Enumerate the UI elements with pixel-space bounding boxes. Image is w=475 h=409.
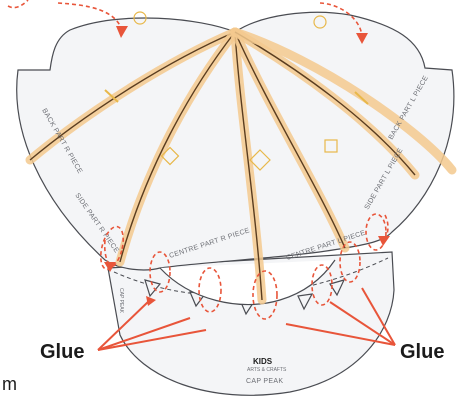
seam-side-right-core	[119, 31, 236, 263]
seam-centre-core	[234, 31, 263, 301]
fold-arrow-left-head	[116, 26, 128, 38]
glue-pointer	[361, 287, 396, 346]
peak-tab	[297, 293, 314, 311]
fold-arrow-right-head	[356, 33, 368, 44]
glue-ring	[198, 267, 222, 313]
glue-ring	[99, 225, 125, 271]
peak-side-text: CAP PEAK	[118, 288, 124, 314]
glue-pointers-right	[285, 287, 396, 346]
glue-ring	[149, 251, 171, 293]
caption-fragment: m	[2, 374, 17, 394]
label-cap-peak: CAP PEAK	[246, 378, 283, 385]
fold-arrow-left	[57, 2, 123, 31]
marker-circle	[133, 11, 147, 25]
marker-tick	[354, 91, 369, 105]
fold-arrow-top-left-corner	[7, 0, 29, 9]
peak-logo-sub: ARTS & CRAFTS	[247, 367, 287, 373]
glue-ring	[311, 264, 333, 306]
cap-crown-piece	[16, 11, 455, 271]
marker-diamond	[160, 146, 180, 166]
placement-arrow-left	[103, 239, 111, 267]
glue-pointer	[97, 317, 191, 351]
peak-logo: KIDS	[253, 357, 273, 366]
glue-pointer	[285, 323, 396, 346]
seam-back-left-core	[234, 31, 416, 176]
seam-back-right-core	[29, 31, 236, 161]
glue-ring	[252, 270, 278, 320]
glue-pointer	[97, 329, 207, 351]
glue-pointer	[97, 299, 151, 351]
glue-pointer	[329, 301, 396, 346]
placement-arrow-right-head	[378, 236, 390, 246]
seam-centre-left-core	[234, 31, 346, 249]
glue-pointers-left	[97, 299, 207, 351]
glue-pointer-head	[146, 296, 156, 306]
fold-arrow-right	[319, 2, 363, 37]
marker-square	[324, 139, 338, 153]
seam-left-edge	[230, 27, 457, 175]
glue-label-right: Glue	[400, 341, 444, 363]
glue-ring	[339, 241, 361, 283]
glue-ring	[365, 213, 387, 251]
marker-diamond	[249, 149, 271, 171]
seam-lines	[25, 27, 457, 305]
peak-tab	[329, 279, 346, 297]
placement-arrow-left-head	[104, 262, 116, 272]
marker-tick	[104, 89, 119, 103]
marker-circle	[313, 15, 327, 29]
cap-peak-piece	[107, 251, 395, 396]
glue-label-left: Glue	[40, 341, 84, 363]
